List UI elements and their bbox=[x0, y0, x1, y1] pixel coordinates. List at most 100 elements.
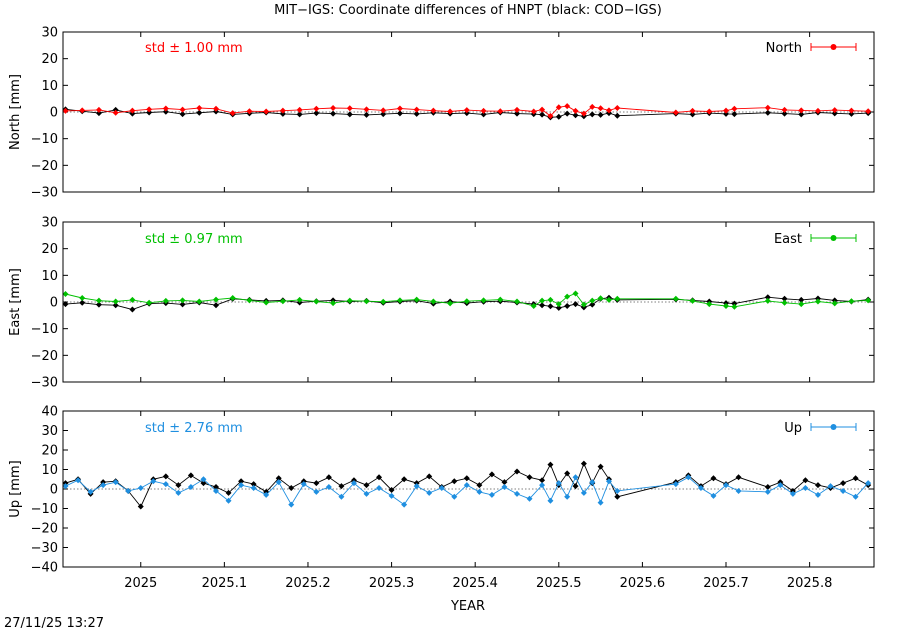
x-tick-label: 2025.7 bbox=[703, 576, 749, 591]
north-mit-point bbox=[380, 107, 387, 114]
east-plot-area: −30 −20 −10 0 10 20 30 bbox=[31, 216, 875, 391]
up-cod-point bbox=[513, 468, 520, 475]
east-cod-point bbox=[79, 299, 86, 306]
north-mit-point bbox=[605, 107, 612, 114]
up-cod-point bbox=[175, 482, 182, 489]
east-cod-point bbox=[539, 302, 546, 309]
east-cod-point bbox=[112, 302, 119, 309]
up-mit-point bbox=[580, 489, 587, 496]
north-mit-point bbox=[162, 105, 169, 112]
north-cod-point bbox=[539, 111, 546, 118]
north-cod-point bbox=[513, 110, 520, 117]
up-ylabel: Up [mm] bbox=[8, 460, 23, 517]
north-cod-point bbox=[346, 111, 353, 118]
east-mit-point bbox=[814, 298, 821, 305]
up-cod-point bbox=[213, 484, 220, 491]
up-cod-point bbox=[547, 461, 554, 468]
east-frame bbox=[62, 221, 875, 383]
north-mit-point bbox=[363, 106, 370, 113]
up-cod-point bbox=[572, 483, 579, 490]
north-cod-point bbox=[764, 109, 771, 116]
north-cod-point bbox=[146, 109, 153, 116]
north-mit-point bbox=[798, 107, 805, 114]
east-cod-point bbox=[572, 301, 579, 308]
north-cod-point bbox=[848, 110, 855, 117]
north-y-tick-label: −20 bbox=[31, 159, 58, 174]
up-mit-point bbox=[62, 483, 69, 490]
east-mit-point bbox=[539, 297, 546, 304]
up-mit-point bbox=[300, 481, 307, 488]
east-mit-point bbox=[731, 303, 738, 310]
north-mit-point bbox=[146, 106, 153, 113]
up-mit-point bbox=[614, 487, 621, 494]
north-cod-point bbox=[689, 111, 696, 118]
up-mit-point bbox=[764, 488, 771, 495]
north-cod-point bbox=[564, 110, 571, 117]
north-mit-point bbox=[814, 107, 821, 114]
up-cod-point bbox=[162, 473, 169, 480]
up-mit-point bbox=[363, 490, 370, 497]
up-cod-point bbox=[764, 484, 771, 491]
up-mit-point bbox=[150, 478, 157, 485]
up-cod-point bbox=[476, 482, 483, 489]
north-mit-point bbox=[555, 104, 562, 111]
x-tick-label: 2025.3 bbox=[369, 576, 415, 591]
up-mit-point bbox=[451, 493, 458, 500]
north-cod-point bbox=[413, 110, 420, 117]
up-cod-point bbox=[187, 472, 194, 479]
east-mit-point bbox=[430, 298, 437, 305]
up-y-tick-label: −40 bbox=[31, 561, 58, 576]
north-mit-point bbox=[781, 106, 788, 113]
east-cod-point bbox=[95, 301, 102, 308]
east-mit-point bbox=[380, 298, 387, 305]
north-mit-point bbox=[229, 110, 236, 117]
x-tick-label: 2025.4 bbox=[452, 576, 498, 591]
up-cod-point bbox=[580, 460, 587, 467]
up-mit-point bbox=[175, 489, 182, 496]
up-mit-point bbox=[555, 480, 562, 487]
north-cod-point bbox=[572, 112, 579, 119]
east-mit-point bbox=[229, 295, 236, 301]
up-mit-point bbox=[238, 482, 245, 489]
east-mit-point bbox=[798, 301, 805, 308]
east-mit-point bbox=[764, 297, 771, 304]
up-cod-point bbox=[539, 477, 546, 484]
north-mit-point bbox=[865, 108, 872, 115]
east-mit-point bbox=[330, 300, 337, 307]
up-mit-point bbox=[413, 483, 420, 490]
up-cod-point bbox=[840, 480, 847, 487]
x-tick-label: 2025.6 bbox=[620, 576, 666, 591]
north-cod-point bbox=[179, 111, 186, 118]
east-y-tick-label: −10 bbox=[31, 322, 58, 337]
up-mit-point bbox=[112, 479, 119, 486]
up-mit-point bbox=[605, 478, 612, 485]
up-mit-point bbox=[388, 492, 395, 499]
east-cod-point bbox=[731, 300, 738, 307]
up-mit-point bbox=[187, 484, 194, 491]
up-mit-point bbox=[200, 476, 207, 483]
north-mit-point bbox=[279, 107, 286, 114]
north-mit-point bbox=[313, 105, 320, 112]
up-mit-point bbox=[547, 497, 554, 504]
north-mit-point bbox=[346, 105, 353, 112]
north-mit-point bbox=[530, 108, 537, 115]
east-mit-point bbox=[447, 300, 454, 307]
east-y-tick-label: −20 bbox=[31, 349, 58, 364]
up-cod-point bbox=[388, 486, 395, 493]
up-cod-point bbox=[363, 482, 370, 489]
north-cod-point bbox=[555, 113, 562, 120]
east-mit-point bbox=[162, 297, 169, 304]
east-mit-point bbox=[112, 298, 119, 305]
up-mit-point bbox=[275, 479, 282, 486]
up-mit-point bbox=[697, 485, 704, 492]
up-mit-point bbox=[137, 485, 144, 492]
up-mit-point bbox=[125, 487, 132, 494]
up-cod-point bbox=[614, 493, 621, 500]
up-mit-point bbox=[572, 474, 579, 481]
up-cod-point bbox=[597, 463, 604, 470]
north-cod-point bbox=[597, 111, 604, 118]
north-cod-point bbox=[313, 110, 320, 117]
east-mit-point bbox=[279, 298, 286, 305]
east-mit-point bbox=[865, 297, 872, 304]
north-mit-point bbox=[62, 107, 69, 114]
